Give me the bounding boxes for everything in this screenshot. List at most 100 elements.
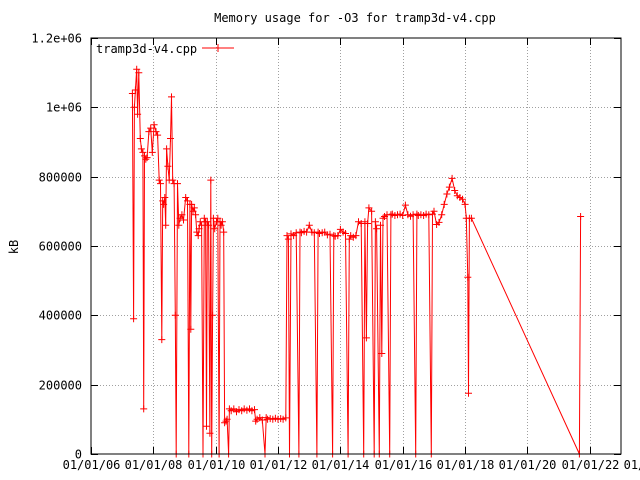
data-point — [371, 218, 379, 226]
y-tick-label: 600000 — [39, 240, 82, 254]
data-point — [136, 135, 144, 142]
data-point — [223, 415, 231, 423]
data-point — [147, 124, 155, 132]
axis-ticks: 0 200000 400000 600000 800000 1e+06 1.2e+06 01/… — [31, 32, 640, 473]
legend: tramp3d-v4.cpp — [96, 42, 234, 56]
y-tick-label: 1.2e+06 — [31, 32, 82, 46]
data-point — [139, 148, 147, 156]
y-tick-label: 400000 — [39, 309, 82, 323]
data-point — [209, 311, 217, 319]
data-point — [211, 225, 219, 233]
y-tick-label: 800000 — [39, 171, 82, 185]
data-point — [134, 110, 142, 118]
data-point — [171, 311, 179, 319]
data-point — [448, 174, 456, 182]
data-point — [251, 406, 258, 414]
data-point — [413, 210, 421, 218]
data-point — [461, 200, 469, 208]
data-point — [425, 211, 433, 219]
data-point — [467, 214, 475, 222]
data-point — [198, 221, 206, 229]
data-point — [174, 180, 181, 188]
data-point — [430, 207, 438, 215]
x-tick-label: 01/01/08 — [125, 458, 183, 472]
data-point — [150, 121, 158, 129]
data-point — [577, 213, 585, 220]
data-point — [220, 228, 228, 236]
data-point — [206, 429, 214, 437]
x-tick-label: 01/01/16 — [375, 458, 433, 472]
data-point — [128, 90, 136, 97]
data-point — [314, 228, 322, 236]
data-point — [409, 211, 417, 219]
data-point — [435, 218, 443, 226]
data-point — [190, 204, 198, 212]
data-point — [296, 228, 304, 236]
data-point — [378, 350, 386, 357]
data-point — [200, 214, 208, 222]
data-point — [377, 221, 384, 229]
x-tick-label: 01/01/06 — [63, 458, 121, 472]
data-point — [163, 145, 171, 153]
data-point — [326, 230, 334, 238]
data-point — [176, 214, 184, 222]
data-point — [192, 211, 200, 219]
data-point — [164, 162, 172, 170]
data-point — [387, 211, 395, 219]
grid — [91, 38, 621, 454]
data-point — [345, 235, 353, 243]
x-tick-label: 01/01/10 — [188, 458, 246, 472]
data-point — [175, 221, 183, 229]
data-point — [145, 128, 153, 136]
data-point — [252, 417, 260, 425]
data-point — [342, 230, 349, 237]
data-point — [368, 207, 376, 215]
data-point — [362, 334, 370, 342]
data-point — [168, 93, 175, 101]
data-point — [207, 176, 215, 184]
data-point — [161, 194, 169, 201]
y-tick-label: 1e+06 — [46, 101, 82, 115]
data-point — [352, 232, 360, 240]
data-point — [143, 154, 151, 162]
data-point — [258, 416, 266, 424]
data-point — [130, 103, 138, 111]
data-point — [148, 148, 156, 156]
data-point — [130, 315, 138, 323]
x-tick-label: 01/01/24 — [624, 458, 640, 472]
data-point — [155, 176, 163, 184]
data-point — [135, 69, 143, 77]
data-point — [399, 212, 407, 219]
data-point — [217, 221, 225, 229]
data-point — [334, 232, 342, 240]
data-point — [284, 235, 292, 243]
data-point — [131, 86, 139, 94]
data-point — [451, 187, 459, 194]
data-point — [283, 232, 291, 240]
y-tick-label: 200000 — [39, 379, 82, 393]
data-point — [142, 155, 150, 163]
data-point — [187, 325, 195, 333]
data-point — [182, 194, 190, 201]
data-point — [180, 216, 187, 224]
data-point — [154, 131, 162, 139]
data-point — [203, 218, 211, 226]
data-point — [305, 221, 313, 229]
data-point — [140, 405, 148, 413]
data-point — [357, 220, 365, 227]
data-point — [310, 229, 318, 237]
data-point — [222, 417, 230, 425]
y-tick-label: 0 — [75, 448, 82, 462]
data-point — [262, 414, 270, 422]
data-point — [137, 145, 145, 153]
data-point — [205, 221, 213, 229]
data-point — [443, 190, 451, 198]
data-point — [445, 183, 453, 191]
data-point — [218, 218, 226, 226]
y-axis-label: kB — [7, 240, 21, 254]
x-tick-label: 01/01/14 — [312, 458, 370, 472]
data-point — [282, 414, 290, 422]
data-point — [373, 225, 381, 233]
x-tick-label: 01/01/22 — [562, 458, 620, 472]
